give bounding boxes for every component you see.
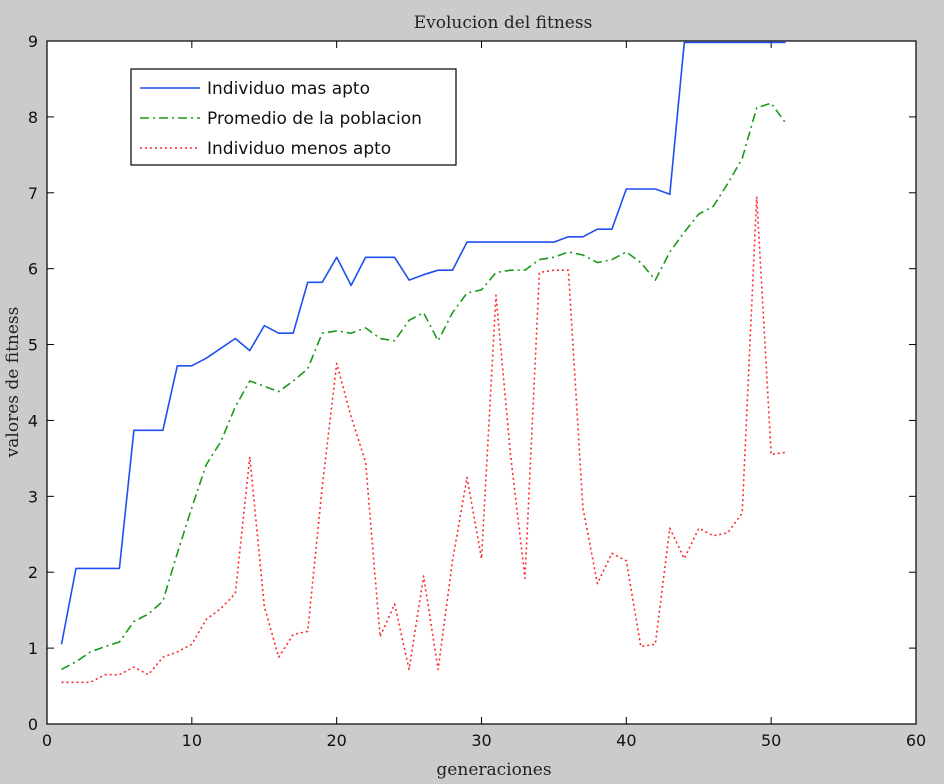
x-axis-label: generaciones [436,760,551,780]
x-tick-label: 60 [906,731,926,750]
series-line-1 [61,102,787,671]
legend-label-2: Individuo menos apto [207,139,391,159]
series-layer [60,41,787,684]
y-tick-label: 7 [28,184,38,203]
y-tick-label: 3 [28,487,38,506]
y-tick-label: 4 [28,411,38,430]
x-tick-label: 0 [42,731,52,750]
legend-label-0: Individuo mas apto [207,79,370,99]
x-tick-label: 50 [761,731,781,750]
legend-label-1: Promedio de la poblacion [207,109,422,129]
y-tick-label: 1 [28,639,38,658]
y-tick-label: 0 [28,715,38,734]
legend-box [130,68,457,166]
series-line-0 [60,41,786,645]
y-tick-label: 5 [28,336,38,355]
x-tick-label: 20 [326,731,346,750]
axis-ticks: 0 10 20 30 40 50 60 0 1 2 3 4 5 6 7 8 9 [28,32,926,750]
series-line-2 [61,195,786,684]
y-tick-label: 2 [28,563,38,582]
legend-items: Individuo mas apto Promedio de la poblaci… [140,79,422,159]
x-tick-label: 40 [616,731,636,750]
x-tick-label: 10 [182,731,202,750]
y-tick-label: 9 [28,32,38,51]
y-tick-label: 6 [28,260,38,279]
x-tick-label: 30 [471,731,491,750]
y-axis-label: valores de fitness [3,307,23,459]
legend: Individuo mas apto Promedio de la poblaci… [130,68,457,166]
chart-title: Evolucion del fitness [414,13,593,33]
y-tick-label: 8 [28,108,38,127]
